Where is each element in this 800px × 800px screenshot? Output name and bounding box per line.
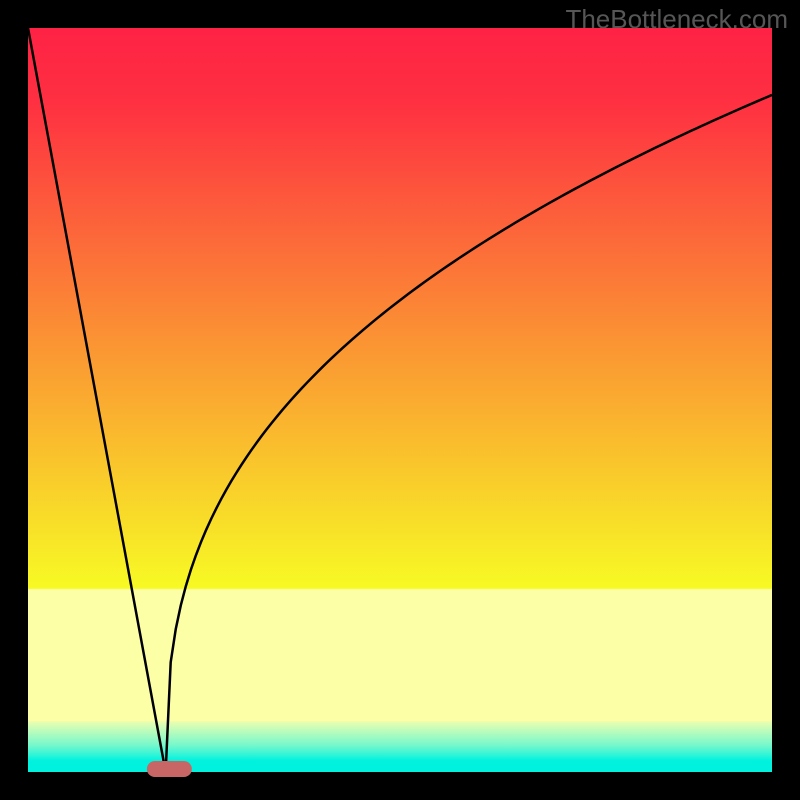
plot-background [28,28,772,772]
chart-svg [0,0,800,800]
chart-container: TheBottleneck.com [0,0,800,800]
watermark: TheBottleneck.com [565,4,788,35]
minimum-marker [147,761,192,777]
